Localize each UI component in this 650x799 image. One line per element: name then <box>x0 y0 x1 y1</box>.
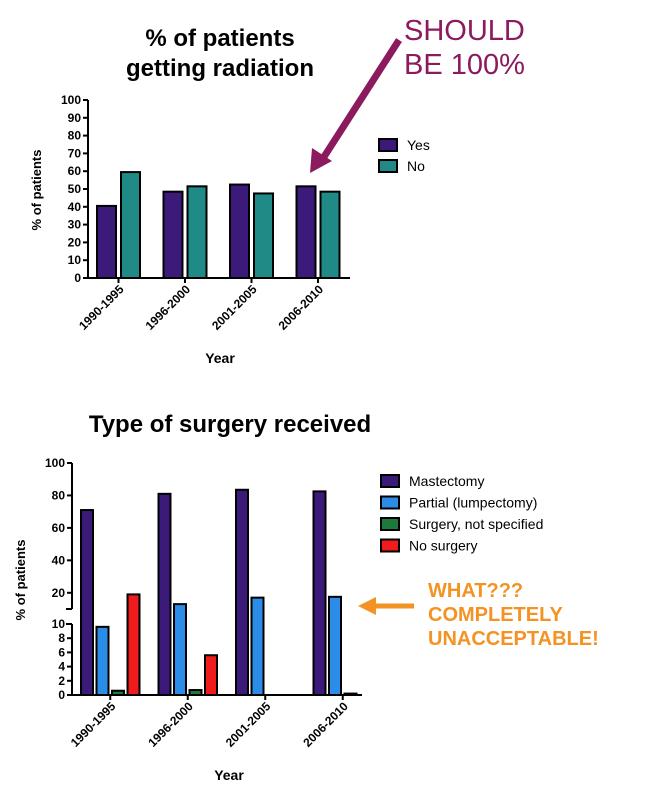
chart1-y-tick-label: 20 <box>68 235 82 249</box>
chart2-bar <box>111 689 125 696</box>
radiation-chart: % of patients getting radiation 0 10 20 30 4… <box>29 15 525 366</box>
chart1-x-axis-label: Year <box>205 350 235 366</box>
chart2-bar <box>328 595 342 696</box>
chart1-y-tick-label: 30 <box>68 218 82 232</box>
chart2-legend-label: No surgery <box>409 538 477 554</box>
chart1-y-tick-label: 90 <box>68 111 82 125</box>
chart1-annotation-arrow <box>310 38 402 173</box>
chart1-legend-swatch <box>378 138 398 152</box>
chart2-x-tick-label: 1996-2000 <box>145 699 196 750</box>
chart1-bar <box>319 190 341 279</box>
chart2-x-tick-label: 2001-2005 <box>223 699 274 750</box>
chart2-y-tick-label: 2 <box>58 674 65 688</box>
chart2-legend: Mastectomy Partial (lumpectomy) Surgery, n… <box>380 473 543 554</box>
chart2-title: Type of surgery received <box>89 411 371 438</box>
chart2-y-tick-label: 60 <box>52 521 66 535</box>
chart2-y-tick-label: 10 <box>52 617 66 631</box>
chart1-legend-label: No <box>407 158 425 174</box>
chart2-x-axis-label: Year <box>214 767 244 783</box>
chart1-legend-label: Yes <box>407 137 430 153</box>
chart1-x-tick-label: 2001-2005 <box>209 282 260 333</box>
chart2-x-tick-label: 2006-2010 <box>300 699 351 750</box>
chart1-bars <box>96 171 341 279</box>
chart2-y-tick-label: 0 <box>58 688 65 702</box>
chart1-bar <box>295 185 317 279</box>
chart2-annotation-line2: COMPLETELY <box>428 604 563 626</box>
chart2-bar <box>312 490 327 696</box>
chart2-y-axis-label: % of patients <box>13 540 28 621</box>
chart1-bar <box>229 183 250 279</box>
chart2-bar <box>80 509 94 696</box>
chart2-annotation-line3: UNACCEPTABLE! <box>428 628 599 650</box>
chart2-y-tick-label: 6 <box>58 645 65 659</box>
chart2-annotation-line1: WHAT??? <box>428 580 523 602</box>
chart2-legend-swatch <box>380 517 400 531</box>
chart1-y-tick-label: 10 <box>68 253 82 267</box>
chart1-y-tick-label: 100 <box>61 93 81 107</box>
chart1-x-tick-label: 1990-1995 <box>76 282 127 333</box>
chart1-bar <box>120 171 141 279</box>
chart2-bar <box>188 689 203 697</box>
chart2-y-tick-label: 8 <box>58 631 65 645</box>
chart1-y-tick-label: 60 <box>68 164 82 178</box>
chart2-legend-label: Surgery, not specified <box>409 516 543 532</box>
chart1-bar <box>186 185 208 279</box>
chart1-annotation-line2: BE 100% <box>404 49 525 81</box>
chart1-y-tick-label: 50 <box>68 182 82 196</box>
chart2-bar <box>126 593 141 697</box>
chart1-y-tick-label: 40 <box>68 200 82 214</box>
chart2-y-tick-label: 80 <box>52 488 66 502</box>
chart1-y-axis-label: % of patients <box>29 150 44 231</box>
chart2-annotation-arrow <box>358 597 414 615</box>
chart2-legend-label: Mastectomy <box>409 473 484 489</box>
chart1-y-tick-label: 0 <box>74 271 81 285</box>
chart1-bar <box>253 192 274 279</box>
chart1-x-tick-label: 1996-2000 <box>143 282 194 333</box>
chart2-legend-label: Partial (lumpectomy) <box>409 495 537 511</box>
chart2-bar <box>157 492 172 697</box>
chart1-y-tick-label: 70 <box>68 146 82 160</box>
chart2-legend-swatch <box>380 495 400 510</box>
chart1-title-line2: getting radiation <box>126 55 314 82</box>
chart2-bar <box>235 488 249 696</box>
chart2-bars <box>80 488 358 697</box>
chart1-title-line1: % of patients <box>145 25 294 52</box>
chart2-bar <box>343 692 358 697</box>
chart2-bar <box>204 654 218 696</box>
chart2-bar <box>173 603 187 697</box>
chart1-bar <box>162 190 184 279</box>
chart2-x-tick-label: 1990-1995 <box>68 699 119 750</box>
chart2-y-tick-label: 20 <box>52 586 66 600</box>
chart1-y-tick-label: 80 <box>68 129 82 143</box>
chart2-legend-swatch <box>380 538 400 553</box>
chart2-y-tick-label: 100 <box>45 456 65 470</box>
chart2-bar <box>250 596 265 697</box>
chart2-y-tick-label: 4 <box>58 660 65 674</box>
chart1-annotation-line1: SHOULD <box>404 15 525 47</box>
chart2-bar <box>95 625 110 697</box>
chart1-legend-swatch <box>378 159 398 173</box>
chart2-y-tick-label: 40 <box>52 553 66 567</box>
chart2-legend-swatch <box>380 474 400 488</box>
chart1-legend: Yes No <box>378 137 430 174</box>
chart1-bar <box>96 204 117 279</box>
chart1-x-tick-label: 2006-2010 <box>276 282 327 333</box>
